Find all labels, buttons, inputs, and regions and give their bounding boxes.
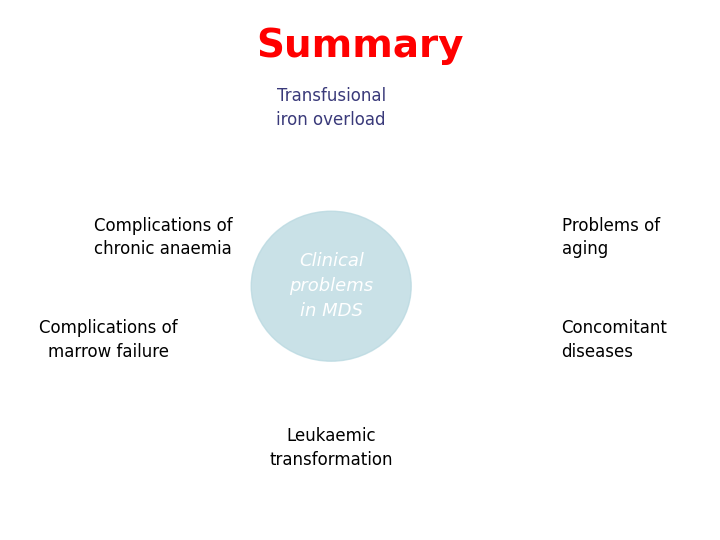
Text: Complications of
marrow failure: Complications of marrow failure xyxy=(39,319,177,361)
Text: Complications of
chronic anaemia: Complications of chronic anaemia xyxy=(94,217,233,259)
Text: Summary: Summary xyxy=(256,27,464,65)
Text: Problems of
aging: Problems of aging xyxy=(562,217,660,259)
Ellipse shape xyxy=(251,211,411,361)
Text: Leukaemic
transformation: Leukaemic transformation xyxy=(269,427,393,469)
Text: Clinical
problems
in MDS: Clinical problems in MDS xyxy=(289,252,373,320)
Text: Transfusional
iron overload: Transfusional iron overload xyxy=(276,87,386,129)
Text: Concomitant
diseases: Concomitant diseases xyxy=(562,319,667,361)
